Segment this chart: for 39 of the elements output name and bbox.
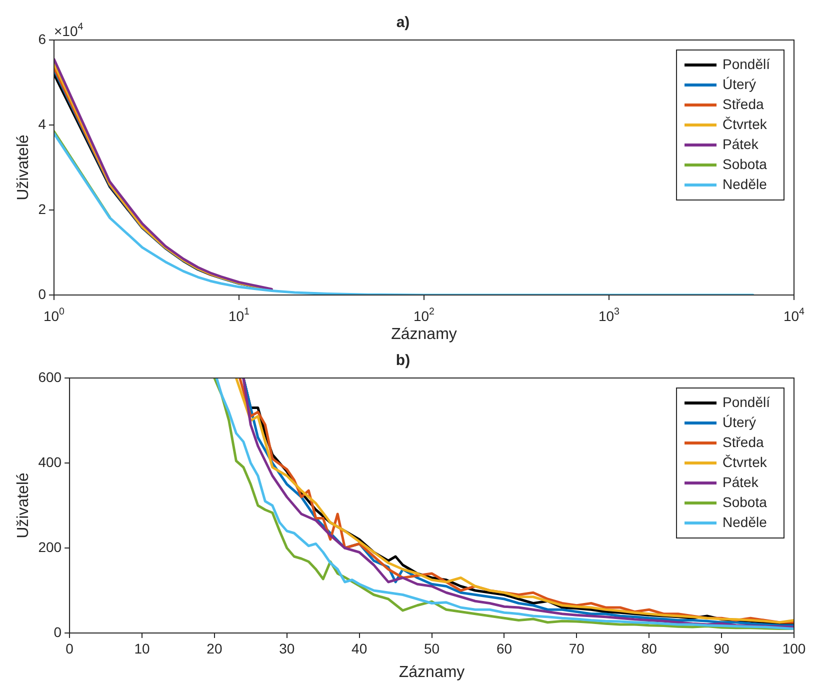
legend-label: Úterý [722,414,756,430]
legend-label: Úterý [722,76,756,92]
y-axis-title: Uživatelé [15,472,32,538]
legend-label: Pondělí [722,394,770,410]
y-tick-label: 400 [38,454,62,470]
y-tick-label: 6 [38,30,46,47]
legend-label: Neděle [722,176,768,192]
legend-label: Neděle [722,514,768,530]
legend-label: Středa [722,96,764,112]
legend-label: Pondělí [722,56,770,72]
x-tick-label: 10 [134,640,150,656]
legend-label: Středa [722,434,764,450]
legend-label: Sobota [722,156,768,172]
x-tick-label: 0 [66,640,74,656]
x-tick-label: 60 [496,640,512,656]
legend-label: Pátek [722,474,760,490]
y-tick-label: 2 [38,200,46,217]
x-axis-title: Záznamy [391,326,457,343]
y-axis-title: Uživatelé [15,134,32,200]
y-tick-label: 4 [38,116,46,132]
x-tick-label: 90 [714,640,730,656]
legend-label: Čtvrtek [722,454,768,470]
legend-label: Pátek [722,136,760,152]
legend-label: Sobota [722,494,768,510]
chart-title: b) [396,352,410,370]
legend-label: Čtvrtek [722,116,768,132]
x-tick-label: 70 [568,640,585,656]
y-tick-label: 0 [54,624,62,640]
x-tick-label: 40 [352,640,368,656]
x-tick-label: 80 [641,640,658,656]
y-tick-label: 600 [38,368,62,385]
y-tick-label: 0 [38,286,46,302]
x-tick-label: 100 [782,640,806,656]
chart-title: a) [396,14,410,32]
y-tick-label: 200 [38,538,62,555]
x-tick-label: 20 [206,640,222,656]
x-tick-label: 50 [424,640,440,656]
x-tick-label: 30 [279,640,295,656]
x-axis-title: Záznamy [398,664,465,681]
